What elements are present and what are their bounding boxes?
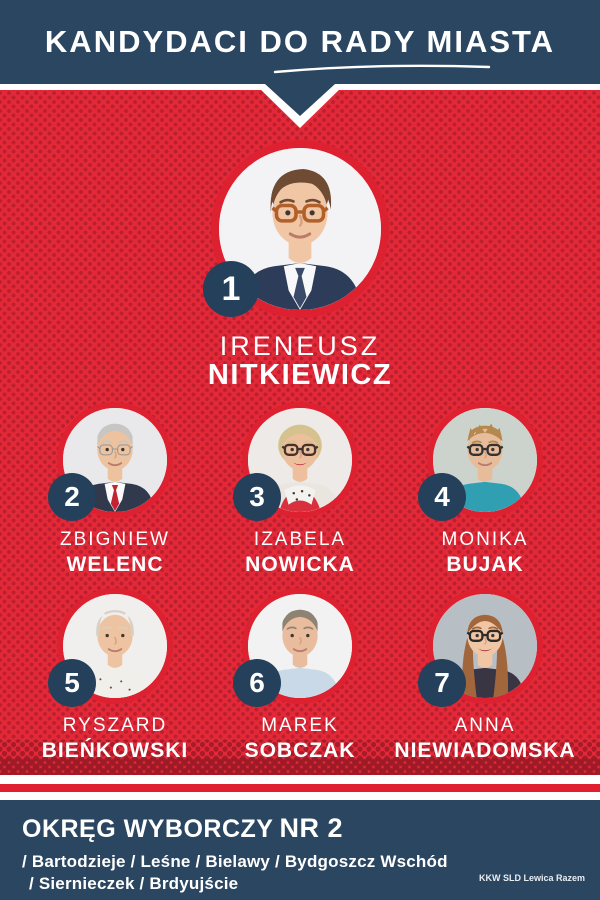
candidate-number-badge: 7	[418, 659, 466, 707]
candidate-last-name: SOBCZAK	[244, 739, 356, 762]
committee-label: KKW SLD Lewica Razem	[478, 873, 585, 883]
candidate-last-name: WELENC	[66, 553, 164, 576]
candidate-first-name: ZBIGNIEW	[60, 529, 170, 550]
chevron-down-pointer	[255, 84, 345, 128]
halftone-gradient-band	[0, 740, 600, 758]
poster-title: KANDYDACI DO RADY MIASTA	[44, 24, 556, 59]
candidate-photo	[242, 588, 358, 704]
candidate-last-name: BIEŃKOWSKI	[41, 739, 189, 762]
candidate-last-name: NITKIEWICZ	[207, 359, 393, 391]
candidate-portrait	[63, 408, 167, 512]
candidate-portrait	[63, 594, 167, 698]
candidate-photo	[57, 402, 173, 518]
white-stripe	[0, 792, 600, 800]
district-label: OKRĘG WYBORCZY	[22, 815, 274, 843]
district-title: OKRĘG WYBORCZY NR 2	[22, 813, 578, 844]
candidate-card: 6 MAREK SOBCZAK	[205, 588, 395, 763]
candidate-first-name: RYSZARD	[62, 715, 168, 736]
candidate-card: 7 ANNA NIEWIADOMSKA	[390, 588, 580, 763]
candidate-first-name: MONIKA	[441, 529, 529, 550]
district-number: NR 2	[279, 813, 343, 843]
candidate-number-badge: 6	[233, 659, 281, 707]
candidate-number-badge: 4	[418, 473, 466, 521]
candidate-number-badge: 5	[48, 659, 96, 707]
candidate-card: 5 RYSZARD BIEŃKOWSKI	[20, 588, 210, 763]
district-areas: / Bartodzieje / Leśne / Bielawy / Bydgos…	[22, 851, 578, 896]
candidate-card: 4 MONIKA BUJAK	[390, 402, 580, 577]
candidate-last-name: NIEWIADOMSKA	[394, 739, 576, 762]
areas-line: / Bartodzieje / Leśne / Bielawy / Bydgos…	[22, 852, 448, 871]
halftone-gradient-band	[0, 758, 600, 775]
candidate-first-name: ANNA	[454, 715, 516, 736]
candidate-number-badge: 3	[233, 473, 281, 521]
white-stripe	[0, 775, 600, 784]
candidate-last-name: NOWICKA	[245, 553, 355, 576]
candidate-first-name: MAREK	[261, 715, 339, 736]
footer-bar: OKRĘG WYBORCZY NR 2 / Bartodzieje / Leśne…	[0, 800, 600, 900]
candidate-number-badge: 2	[48, 473, 96, 521]
title-underline-swoosh	[273, 64, 491, 74]
red-stripe	[0, 784, 600, 792]
candidate-card: 2 ZBIGNIEW WELENC	[20, 402, 210, 577]
candidate-number-badge: 1	[203, 261, 259, 317]
candidate-last-name: BUJAK	[446, 553, 524, 576]
candidate-first-name: IZABELA	[253, 529, 347, 550]
areas-line: / Siernieczek / Brdyujście	[29, 874, 239, 894]
candidate-card: 3 IZABELA NOWICKA	[205, 402, 395, 577]
candidate-portrait	[248, 594, 352, 698]
candidate-first-name: IRENEUSZ	[219, 331, 381, 361]
